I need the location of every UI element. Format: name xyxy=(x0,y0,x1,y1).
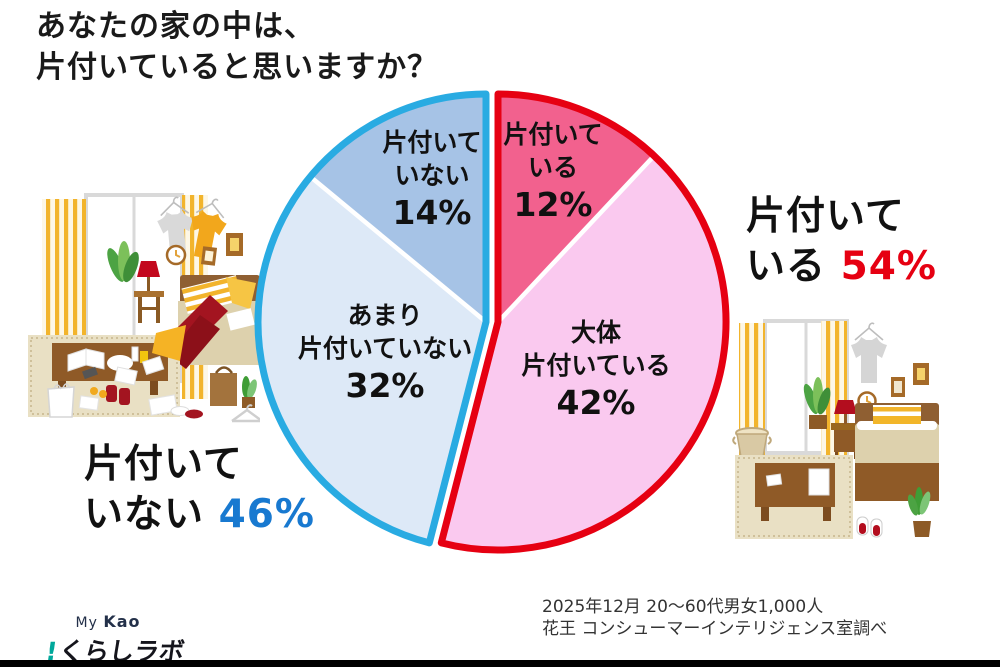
pie-slice-2 xyxy=(441,155,726,550)
tidy-total-value: 54% xyxy=(840,243,937,289)
pie-group-outline-tidy xyxy=(437,90,730,554)
plastic-bag-icon xyxy=(47,383,75,418)
untidy-total-value: 46% xyxy=(218,491,315,537)
low-table-icon xyxy=(52,343,168,395)
pie-slice-label: あまり 片付いていない 32% xyxy=(297,300,473,405)
pie-slice-label: 片付いて いる 12% xyxy=(503,119,603,224)
messy-bed-icon xyxy=(168,275,260,369)
pie-slice-label: 片付いて いない 14% xyxy=(382,127,482,232)
messy-room-illustration xyxy=(28,193,260,423)
slippers-icon xyxy=(856,516,883,538)
low-table-icon xyxy=(755,463,835,521)
survey-source-line2: 花王 コンシューマーインテリジェンス室調べ xyxy=(542,619,888,640)
pie-slice-1 xyxy=(498,94,655,322)
basket-icon xyxy=(732,427,772,458)
kao-logo: My Kao !くらしラボ xyxy=(44,612,186,668)
slippers-icon xyxy=(170,406,203,419)
my-kao-wordmark: My Kao xyxy=(75,612,141,631)
survey-source-line1: 2025年12月 20～60代男女1,000人 xyxy=(542,597,824,617)
bottom-bar xyxy=(0,660,1000,667)
clock-icon xyxy=(165,244,187,266)
pie-slice-value: 14% xyxy=(392,192,472,232)
red-boots-icon xyxy=(106,385,130,405)
small-plant-icon xyxy=(242,376,257,408)
pie-slice-value: 42% xyxy=(556,382,636,422)
plant-icon xyxy=(107,241,139,283)
pie-slice-4 xyxy=(310,93,486,322)
page-title: あなたの家の中は、 片付いていると思いますか？ xyxy=(36,6,438,89)
tshirts-icon xyxy=(157,196,227,260)
picture-frames-icon xyxy=(200,233,243,266)
untidy-total-label: 片付いて いない 46% xyxy=(84,442,315,537)
paper-bag-icon xyxy=(210,366,237,406)
page-title-line1: あなたの家の中は、 xyxy=(36,9,315,44)
pie-slice-value: 32% xyxy=(345,365,425,405)
tidy-total-label: 片付いて いる 54% xyxy=(746,194,937,289)
lamp-icon xyxy=(834,400,857,424)
pie-slice-value: 12% xyxy=(513,184,593,224)
pie-group-outline-untidy xyxy=(254,90,490,547)
pie-divider xyxy=(496,154,656,324)
plant-icon xyxy=(803,377,831,429)
lamp-icon xyxy=(137,261,160,291)
tidy-bed-icon xyxy=(855,403,939,501)
tidy-room-illustration xyxy=(732,319,939,539)
yellow-cloth-icon xyxy=(152,325,186,361)
small-plant-icon xyxy=(907,487,931,537)
tshirt-icon xyxy=(851,322,887,383)
survey-source: 2025年12月 20～60代男女1,000人 花王 コンシューマーインテリジェ… xyxy=(542,596,887,641)
side-table-icon xyxy=(134,291,164,323)
pie-slice-3 xyxy=(257,176,486,543)
pie-divider xyxy=(308,174,488,324)
page-title-line2: 片付いていると思いますか？ xyxy=(36,50,439,86)
scattered-papers-icon xyxy=(78,387,178,416)
picture-frames-icon xyxy=(891,363,929,397)
hanger-icon xyxy=(231,404,260,423)
pie-slice-label: 大体 片付いている 42% xyxy=(521,317,671,422)
